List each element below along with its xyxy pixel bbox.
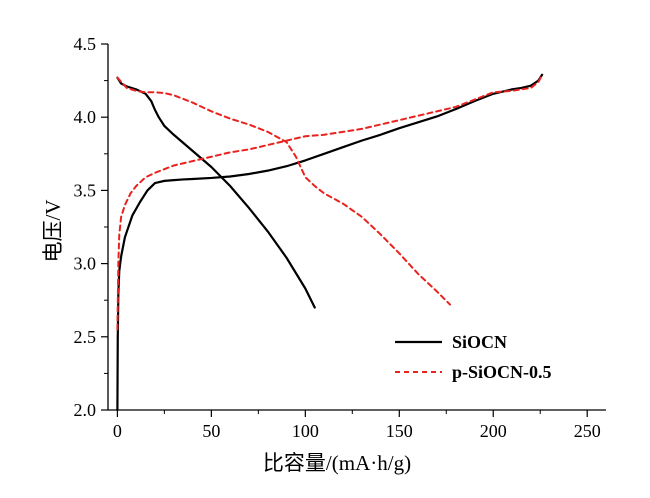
legend-label: p-SiOCN-0.5 [452,362,552,382]
x-tick-label: 250 [574,421,601,441]
x-tick-label: 150 [386,421,413,441]
x-tick-label: 50 [202,421,220,441]
x-tick-label: 200 [480,421,507,441]
legend-label: SiOCN [452,332,507,352]
legend: SiOCN p-SiOCN-0.5 [395,332,552,382]
series-line-siocn-discharge [116,76,316,309]
y-tick-label: 2.5 [74,327,97,347]
y-axis-title: 电压/V [41,200,65,263]
y-tick-label: 4.5 [74,34,97,54]
series-layer [116,73,544,412]
x-axis-title: 比容量/(mA·h/g) [263,451,411,475]
x-tick-label: 0 [113,421,122,441]
series-line-p-siocn-charge [116,73,544,331]
series-line-p-siocn-discharge [116,76,452,306]
y-tick-label: 4.0 [74,107,97,127]
y-tick-label: 2.0 [74,400,97,420]
axes-layer: 0 50 100 150 200 250 2.0 2.5 3.0 3.5 4.0 4.5 [74,34,606,441]
y-tick-label: 3.0 [74,254,97,274]
series-line-siocn-charge [116,73,544,412]
y-tick-label: 3.5 [74,180,97,200]
x-tick-label: 100 [292,421,319,441]
axis-titles: 比容量/(mA·h/g) 电压/V [41,200,411,476]
